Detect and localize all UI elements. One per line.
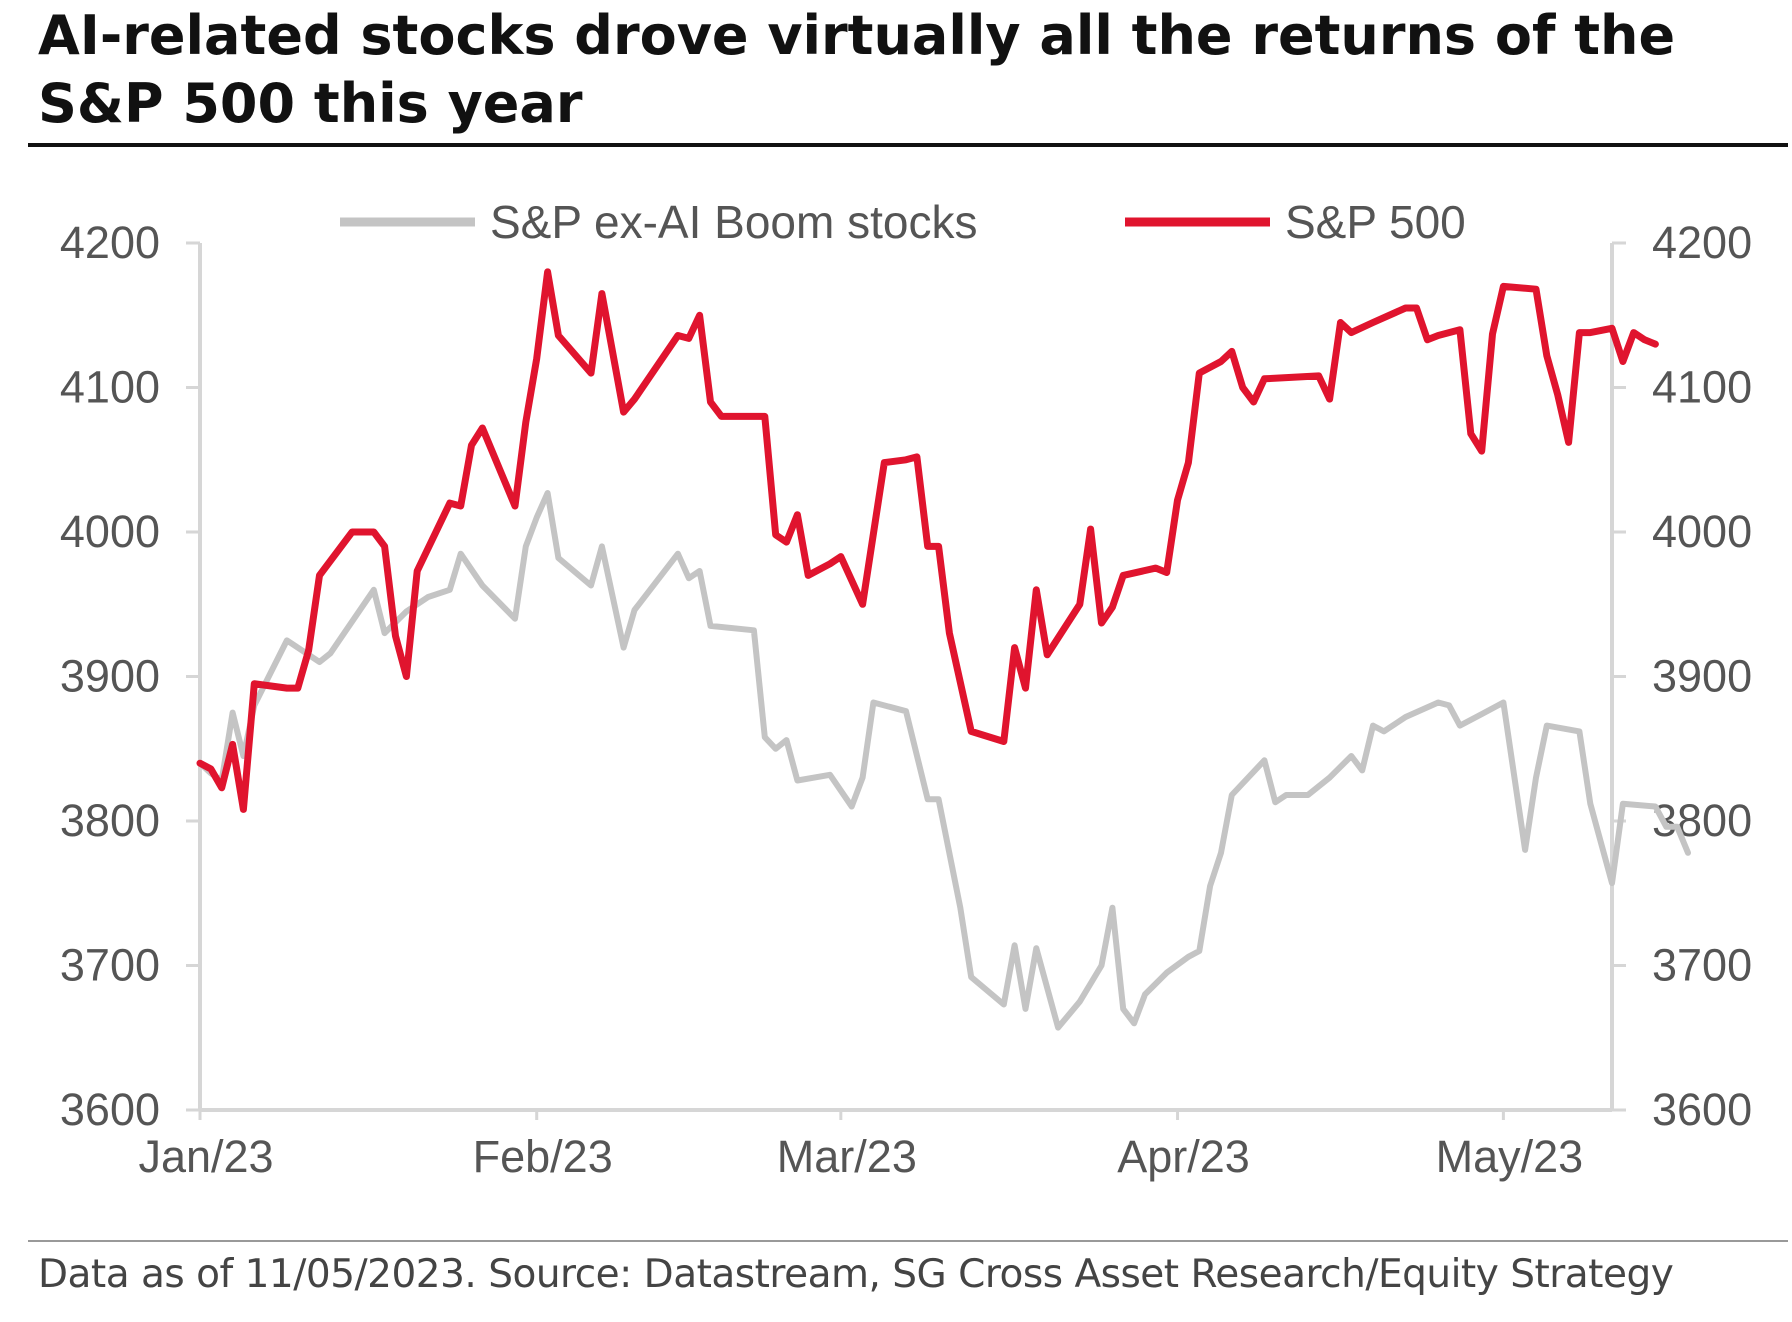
x-tick-label: Feb/23 (473, 1131, 613, 1182)
y-right-tick-label: 4100 (1652, 362, 1752, 413)
series-line (196, 268, 1659, 813)
y-right-tick-label: 3600 (1652, 1084, 1752, 1135)
y-right-tick-label: 4200 (1652, 217, 1752, 268)
y-left-tick-label: 3800 (60, 795, 160, 846)
y-left-tick-label: 4000 (60, 506, 160, 557)
x-tick-label: Jan/23 (138, 1131, 273, 1182)
chart-legend: S&P ex-AI Boom stocks S&P 500 (340, 196, 1466, 248)
title-divider (28, 143, 1788, 147)
y-left-tick-label: 4200 (60, 217, 160, 268)
y-left-tick-label: 3600 (60, 1084, 160, 1135)
source-footnote: Data as of 11/05/2023. Source: Datastrea… (38, 1252, 1674, 1297)
y-right-tick-label: 3900 (1652, 651, 1752, 702)
series-sp-ex-ai (197, 490, 1691, 1031)
footer-divider (28, 1240, 1788, 1242)
x-tick-label: Mar/23 (777, 1131, 917, 1182)
legend-label: S&P ex-AI Boom stocks (490, 196, 977, 248)
y-left-tick-label: 4100 (60, 362, 160, 413)
line-chart: 4200 4100 4000 3900 3800 3700 3600 4200 4100 4000… (60, 196, 1752, 1182)
y-right-tick-label: 3700 (1652, 940, 1752, 991)
chart-series (196, 268, 1691, 1031)
chart-axes: 4200 4100 4000 3900 3800 3700 3600 4200 4100 4000… (60, 217, 1752, 1182)
y-left-tick-label: 3700 (60, 940, 160, 991)
chart-title: AI-related stocks drove virtually all th… (38, 4, 1676, 135)
series-sp500 (196, 268, 1659, 813)
legend-label: S&P 500 (1285, 196, 1466, 248)
x-tick-label: Apr/23 (1117, 1131, 1250, 1182)
y-right-tick-label: 3800 (1652, 795, 1752, 846)
series-line (197, 490, 1691, 1031)
x-tick-label: May/23 (1436, 1131, 1584, 1182)
y-left-tick-label: 3900 (60, 651, 160, 702)
y-right-tick-label: 4000 (1652, 506, 1752, 557)
